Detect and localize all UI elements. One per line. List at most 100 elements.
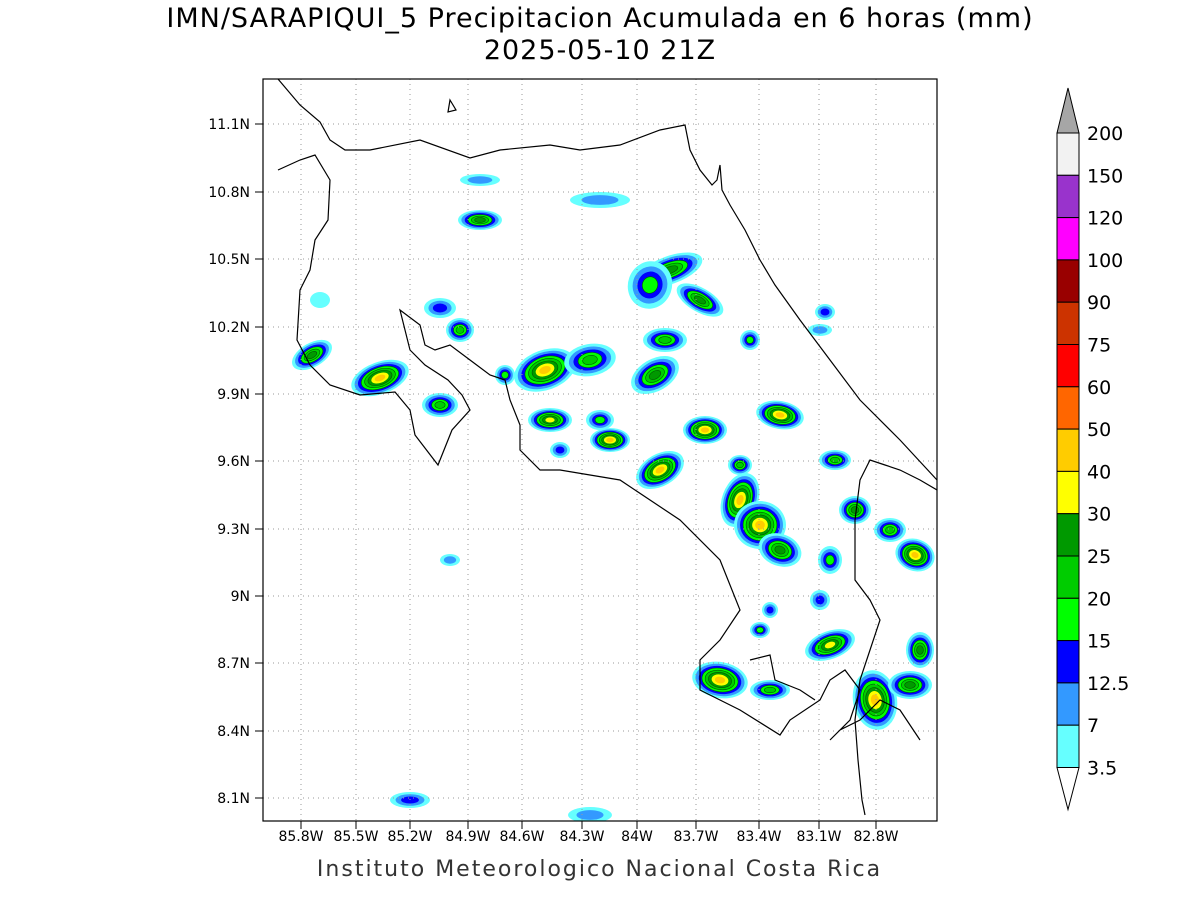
lat-tick-label: 8.4N [217,724,250,740]
rain-contour [885,526,895,534]
rain-contour [443,556,457,564]
lat-tick-label: 10.5N [208,252,250,268]
colorbar-label: 20 [1087,588,1111,610]
axis-ticks: 85.8W 85.5W 85.2W 84.9W 84.6W 84.3W 84W 83.7W 83… [208,117,898,845]
rain-contour [374,374,386,382]
rain-contour [576,810,604,820]
rain-contour [746,336,754,344]
rain-contour [594,416,606,424]
rain-contour [774,545,786,555]
map-title: IMN/SARAPIQUI_5 Precipitacion Acumulada … [166,3,1034,34]
rain-contour [501,371,509,379]
rain-contour [820,308,830,316]
colorbar-label: 200 [1087,123,1123,145]
rain-contour [655,466,665,474]
lon-tick-label: 85.2W [387,829,432,845]
colorbar-segment [1056,640,1080,684]
rain-contour [766,606,774,614]
rain-contour [641,276,659,294]
colorbar: 200 150 120 100 90 75 60 50 40 30 25 20 15 12.5 7 3.5 [1056,87,1129,812]
colorbar-segment [1056,174,1080,219]
rain-contour [775,412,785,418]
rain-contour [815,595,825,605]
rain-contour [904,681,916,689]
rain-contour [658,336,672,344]
colorbar-label: 30 [1087,504,1111,526]
lat-tick-label: 10.8N [208,185,250,201]
lon-tick-label: 82.8W [853,829,898,845]
colorbar-segment [1056,513,1080,557]
lat-tick-label: 8.7N [217,656,250,672]
rain-contour [434,401,446,409]
colorbar-segment [1056,428,1080,472]
lon-tick-label: 84.6W [499,829,544,845]
colorbar-label: 100 [1087,250,1123,272]
rain-contour [432,303,448,313]
rain-contour [812,326,828,334]
rain-contour [824,641,836,649]
colorbar-segment [1056,132,1080,176]
rain-contour [581,195,619,205]
rain-contour [911,551,919,559]
colorbar-label: 25 [1087,546,1111,568]
rain-contour [467,176,493,184]
rain-contour [736,461,744,469]
lat-tick-label: 11.1N [208,117,250,133]
lon-tick-label: 84.9W [445,829,490,845]
colorbar-segment [1056,344,1080,388]
lat-tick-label: 10.2N [208,320,250,336]
plot-frame [262,78,938,822]
lon-tick-label: 84.3W [559,829,604,845]
rain-contour [606,437,614,443]
colorbar-segment [1056,555,1080,599]
rain-contour [763,686,777,694]
rain-contour [850,506,860,514]
lon-tick-label: 85.8W [278,829,323,845]
coastline [277,79,937,816]
lon-tick-label: 83.1W [796,829,841,845]
colorbar-label: 150 [1087,165,1123,187]
colorbar-segment [1056,217,1080,261]
rain-contour [700,427,710,433]
rain-contour [582,355,598,365]
colorbar-segment [1056,724,1080,769]
rain-contour [555,446,565,454]
colorbar-label: 40 [1087,461,1111,483]
lat-tick-label: 9N [231,589,250,605]
colorbar-label: 3.5 [1087,758,1117,780]
colorbar-segment [1056,682,1080,726]
colorbar-label: 7 [1087,715,1099,737]
lat-tick-label: 9.9N [217,387,250,403]
rain-contour [714,676,726,684]
colorbar-segment [1056,301,1080,346]
rain-contour [539,365,551,375]
rain-contour [755,520,765,530]
lon-tick-label: 83.7W [673,829,718,845]
rain-contour [455,326,465,334]
lat-tick-label: 9.6N [217,454,250,470]
colorbar-label: 120 [1087,208,1123,230]
colorbar-under-triangle [1056,767,1080,812]
colorbar-segment [1056,597,1080,642]
colorbar-segment [1056,470,1080,515]
lat-tick-label: 9.3N [217,522,250,538]
colorbar-label: 90 [1087,292,1111,314]
colorbar-segment [1056,259,1080,303]
lat-tick-label: 8.1N [217,791,250,807]
lon-tick-label: 85.5W [333,829,378,845]
colorbar-label: 75 [1087,335,1111,357]
rain-contour [825,554,835,566]
rain-contour [474,217,486,223]
map-subtitle: 2025-05-10 21Z [483,35,717,66]
colorbar-label: 15 [1087,631,1111,653]
graticule [263,79,937,821]
rain-contour [736,494,744,506]
lon-tick-label: 84W [621,829,653,845]
rain-contour [306,351,318,359]
footer-credit: Instituto Meteorologico Nacional Costa R… [316,857,883,882]
rain-contour [694,295,706,305]
rain-contour [830,456,840,464]
colorbar-over-triangle [1056,87,1080,134]
colorbar-label: 12.5 [1087,673,1129,695]
